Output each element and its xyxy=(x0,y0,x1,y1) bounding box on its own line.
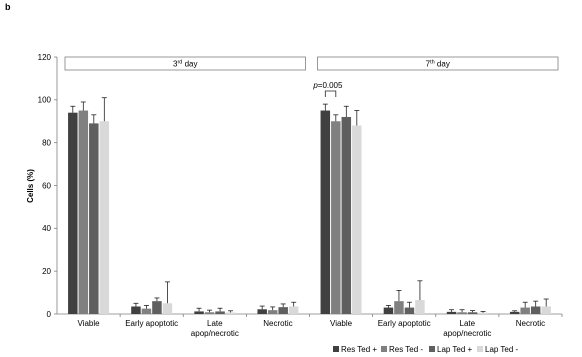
bar xyxy=(215,311,225,314)
bar xyxy=(341,116,352,314)
bar xyxy=(352,125,362,315)
y-tick-label: 100 xyxy=(38,96,52,105)
legend-swatch xyxy=(477,346,483,352)
y-axis-label: Cells (%) xyxy=(26,169,35,203)
bar xyxy=(99,121,110,314)
bar xyxy=(404,307,415,314)
legend-label: Lap Ted + xyxy=(437,345,473,354)
bar xyxy=(331,121,341,314)
bar xyxy=(278,307,288,314)
category-label: Late xyxy=(207,319,223,328)
bar xyxy=(478,312,488,314)
legend-label: Res Ted + xyxy=(341,345,377,354)
significance-bracket xyxy=(324,90,337,97)
bar xyxy=(467,312,478,314)
y-tick-label: 20 xyxy=(42,267,51,276)
bar xyxy=(194,311,204,314)
y-tick-label: 0 xyxy=(47,310,52,319)
legend-swatch xyxy=(429,346,435,352)
y-tick-label: 120 xyxy=(38,53,52,62)
category-labels: Viable Early apoptotic Lateapop/necroticNe… xyxy=(78,319,546,338)
panel-label: b xyxy=(5,2,11,12)
bar xyxy=(320,110,331,315)
category-label: apop/necrotic xyxy=(443,329,491,338)
bar xyxy=(394,301,404,314)
bar xyxy=(225,312,236,314)
bar xyxy=(257,309,267,314)
bar xyxy=(383,307,394,314)
bar xyxy=(509,311,520,314)
legend-label: Res Ted - xyxy=(389,345,423,354)
y-tick-label: 40 xyxy=(42,224,51,233)
bars xyxy=(68,97,551,315)
panel-titles: 3rd day 7th day p=0.005 xyxy=(64,56,559,97)
category-label: Late xyxy=(460,319,476,328)
panel-title: 7th day xyxy=(426,60,450,69)
legend-swatch xyxy=(333,346,339,352)
axes: 0 20 40 60 80 100 120 xyxy=(38,53,563,319)
category-label: apop/necrotic xyxy=(191,329,239,338)
category-label: Necrotic xyxy=(516,319,545,328)
bar xyxy=(78,110,89,315)
bar xyxy=(267,310,278,314)
legend-swatch xyxy=(381,346,387,352)
category-label: Early apoptotic xyxy=(378,319,431,328)
panel-title-box xyxy=(64,56,306,71)
bar xyxy=(162,303,173,314)
legend: Res Ted + Res Ted - Lap Ted + Lap Ted - xyxy=(333,345,519,354)
category-label: Viable xyxy=(78,319,101,328)
legend-label: Lap Ted - xyxy=(485,345,519,354)
bar xyxy=(541,306,551,314)
panel-title-box xyxy=(317,56,559,71)
bar xyxy=(520,307,530,314)
significance-label: p=0.005 xyxy=(312,81,343,90)
category-label: Early apoptotic xyxy=(125,319,178,328)
bar xyxy=(288,306,299,314)
bar xyxy=(152,301,162,314)
bar xyxy=(131,306,141,314)
bar xyxy=(141,308,152,314)
y-tick-label: 80 xyxy=(42,138,51,147)
bar xyxy=(68,112,78,314)
category-label: Viable xyxy=(330,319,353,328)
bar xyxy=(457,312,467,314)
category-label: Necrotic xyxy=(263,319,292,328)
y-tick-label: 60 xyxy=(42,181,51,190)
bar xyxy=(530,306,541,314)
bar xyxy=(446,311,457,314)
bar xyxy=(204,312,215,314)
panel-title: 3rd day xyxy=(173,60,197,69)
bar xyxy=(89,123,99,315)
bar xyxy=(415,300,425,314)
